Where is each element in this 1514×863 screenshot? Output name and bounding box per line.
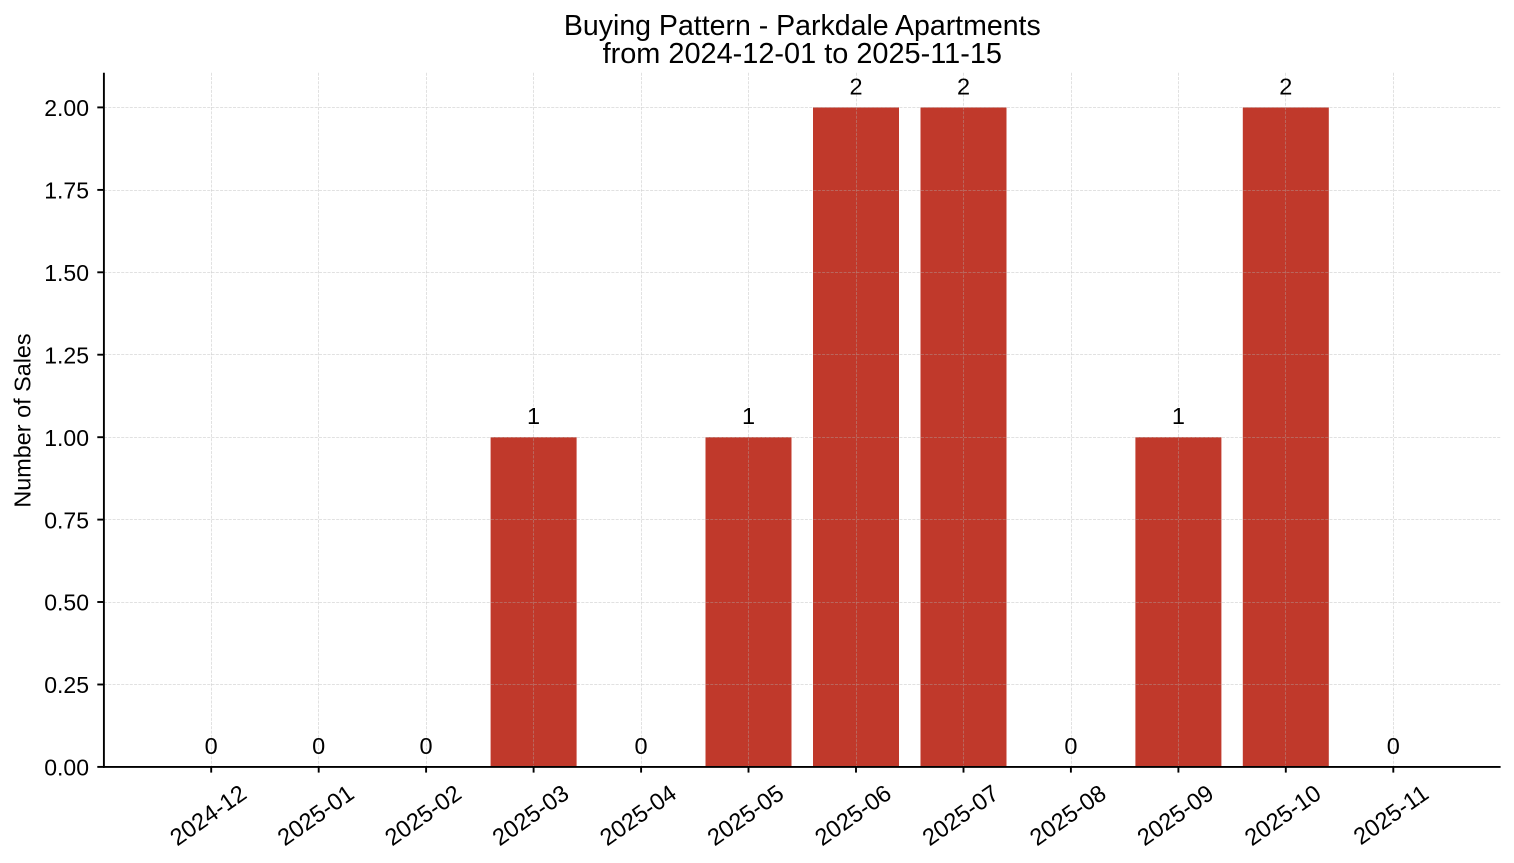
svg-text:0: 0 — [635, 733, 648, 759]
svg-text:0: 0 — [1387, 733, 1400, 759]
svg-text:1.00: 1.00 — [44, 425, 89, 451]
svg-text:2: 2 — [849, 74, 862, 100]
svg-text:0.25: 0.25 — [44, 672, 89, 698]
svg-text:Buying Pattern - Parkdale Apar: Buying Pattern - Parkdale Apartments — [564, 10, 1041, 42]
svg-text:2: 2 — [957, 74, 970, 100]
svg-text:0: 0 — [312, 733, 325, 759]
svg-text:2: 2 — [1279, 74, 1292, 100]
svg-text:0.50: 0.50 — [44, 590, 89, 616]
svg-text:1.50: 1.50 — [44, 260, 89, 286]
svg-text:2.00: 2.00 — [44, 95, 89, 121]
svg-text:1: 1 — [1172, 403, 1185, 429]
svg-text:1.25: 1.25 — [44, 342, 89, 368]
svg-text:0.00: 0.00 — [44, 755, 89, 781]
svg-text:from 2024-12-01 to 2025-11-15: from 2024-12-01 to 2025-11-15 — [603, 38, 1002, 70]
svg-text:1: 1 — [742, 403, 755, 429]
svg-text:Number of Sales: Number of Sales — [10, 333, 36, 507]
svg-text:0.75: 0.75 — [44, 507, 89, 533]
svg-text:1: 1 — [527, 403, 540, 429]
svg-text:0: 0 — [205, 733, 218, 759]
svg-text:0: 0 — [420, 733, 433, 759]
svg-text:1.75: 1.75 — [44, 178, 89, 204]
svg-text:0: 0 — [1064, 733, 1077, 759]
